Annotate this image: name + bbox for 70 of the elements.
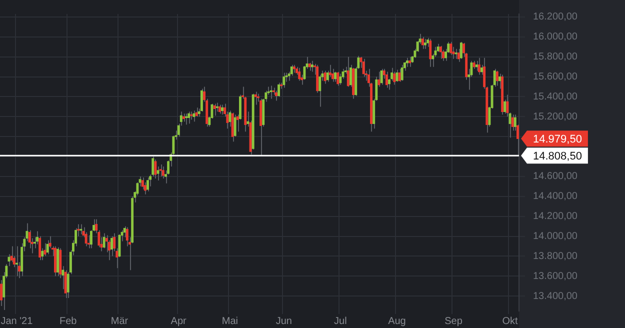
- y-tick-label: 13.800,00: [533, 250, 578, 262]
- candlestick: [424, 38, 426, 50]
- candlestick: [38, 236, 42, 261]
- candlestick: [380, 68, 383, 86]
- candlestick: [362, 58, 365, 78]
- ref-line-label: 14.808,50: [533, 150, 582, 163]
- y-tick-label: 16.200,00: [533, 12, 578, 23]
- candlestick: [102, 232, 106, 249]
- candlestick: [146, 176, 149, 192]
- candlestick: [228, 110, 232, 128]
- y-tick-label: 14.200,00: [533, 211, 578, 222]
- candlestick: [396, 69, 398, 82]
- candlestick: [15, 246, 18, 277]
- candlestick: [44, 242, 46, 257]
- candlestick: [408, 56, 412, 68]
- candlestick: [246, 111, 250, 128]
- candlestick: [46, 240, 49, 255]
- y-tick-label: 13.400,00: [533, 290, 578, 302]
- x-tick-label: Mai: [222, 316, 238, 327]
- y-tick-label: 16.000,00: [533, 32, 578, 43]
- candlestick: [231, 112, 234, 142]
- y-tick-label: 14.400,00: [533, 191, 578, 202]
- candlestick: [318, 74, 322, 108]
- x-tick-label: Apr: [170, 316, 188, 327]
- candlestick: [200, 88, 203, 112]
- y-tick-label: 13.600,00: [533, 270, 578, 282]
- candlestick: [393, 71, 396, 86]
- y-tick-label: 14.000,00: [533, 231, 578, 242]
- candlestick: [282, 72, 286, 88]
- candlestick: [339, 73, 342, 86]
- x-tick-label: Jan '21: [0, 316, 34, 327]
- text: 14.979,50: [533, 134, 582, 146]
- x-tick-label: Okt: [502, 316, 518, 327]
- candlestick: [390, 67, 394, 82]
- x-tick-label: Feb: [59, 316, 78, 327]
- candlestick: [400, 64, 404, 82]
- x-tick-label: Jul: [334, 316, 347, 327]
- candlestick: [159, 164, 162, 177]
- candlestick: [331, 68, 334, 82]
- candlestick: [421, 36, 424, 50]
- candlestick: [334, 71, 337, 82]
- candlestick: [10, 246, 13, 263]
- candlestick: [254, 91, 257, 106]
- y-tick-label: 14.600,00: [533, 171, 578, 182]
- y-tick-label: 15.200,00: [533, 111, 578, 122]
- x-tick-label: Jun: [276, 316, 292, 327]
- candlestick: [154, 159, 157, 179]
- candlestick: [110, 236, 113, 257]
- x-tick-label: Aug: [388, 316, 406, 327]
- candlestick: [478, 57, 480, 76]
- y-tick-label: 15.600,00: [533, 72, 578, 83]
- candlestick: [385, 71, 388, 88]
- candlestick: [270, 85, 272, 100]
- candlestick: [439, 45, 442, 60]
- candlestick: [278, 82, 280, 98]
- candlestick: [80, 224, 82, 235]
- candlestick: [336, 71, 340, 86]
- candlestick: [398, 68, 401, 82]
- y-tick-label: 15.800,00: [533, 52, 578, 63]
- y-tick-label: 15.400,00: [533, 91, 578, 102]
- candlestick: [450, 41, 452, 56]
- x-tick-label: Sep: [444, 316, 463, 327]
- candlestick: [454, 48, 458, 60]
- candlestick: [496, 70, 498, 86]
- candlestick: [56, 246, 60, 277]
- candlestick: [378, 71, 380, 88]
- x-tick-label: Mär: [110, 316, 129, 327]
- candlestick: [188, 111, 190, 124]
- candlestick: [213, 103, 216, 116]
- candlestick: [87, 234, 90, 249]
